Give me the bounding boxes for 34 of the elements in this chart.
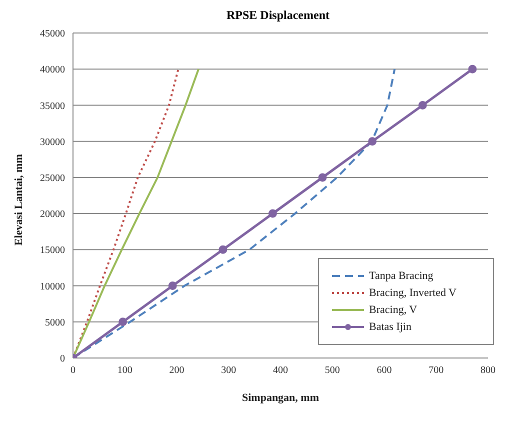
x-tick-label: 700 xyxy=(428,365,444,376)
y-tick-label: 35000 xyxy=(40,100,65,112)
point xyxy=(418,100,427,110)
x-tick-label: 600 xyxy=(376,365,392,376)
y-tick-label: 15000 xyxy=(40,245,65,256)
point xyxy=(318,173,327,182)
x-tick-label: 400 xyxy=(273,365,288,376)
x-axis-title: Simpangan, mm xyxy=(242,392,320,404)
y-tick-label: 20000 xyxy=(40,209,65,220)
point xyxy=(168,282,177,290)
y-tick-label: 0 xyxy=(60,354,65,365)
point xyxy=(268,209,277,218)
point xyxy=(218,245,228,254)
y-tick-label: 25000 xyxy=(40,172,65,184)
y-tick-label: 30000 xyxy=(40,136,65,148)
y-tick-label: 40000 xyxy=(40,64,65,76)
x-tick-label: 100 xyxy=(117,365,132,376)
point xyxy=(368,137,377,146)
x-tick-label: 500 xyxy=(324,365,340,376)
legend-label: Bracing, Inverted V xyxy=(369,287,456,299)
x-tick-label: 300 xyxy=(221,365,236,376)
chart-title: RPSE Displacement xyxy=(226,8,330,23)
y-axis-title: Elevasi Lantai, mm xyxy=(12,154,25,246)
point xyxy=(468,64,477,74)
x-tick-label: 200 xyxy=(169,365,184,376)
y-tick-label: 5000 xyxy=(45,317,65,328)
legend-label: Tanpa Bracing xyxy=(369,270,434,282)
legend-label: Bracing, V xyxy=(369,304,418,316)
y-tick-label: 45000 xyxy=(40,28,65,40)
x-tick-label: 0 xyxy=(70,365,76,376)
y-tick-label: 10000 xyxy=(40,281,65,292)
point xyxy=(118,318,128,326)
x-tick-label: 800 xyxy=(480,365,496,376)
legend-label: Batas Ijin xyxy=(369,321,412,333)
